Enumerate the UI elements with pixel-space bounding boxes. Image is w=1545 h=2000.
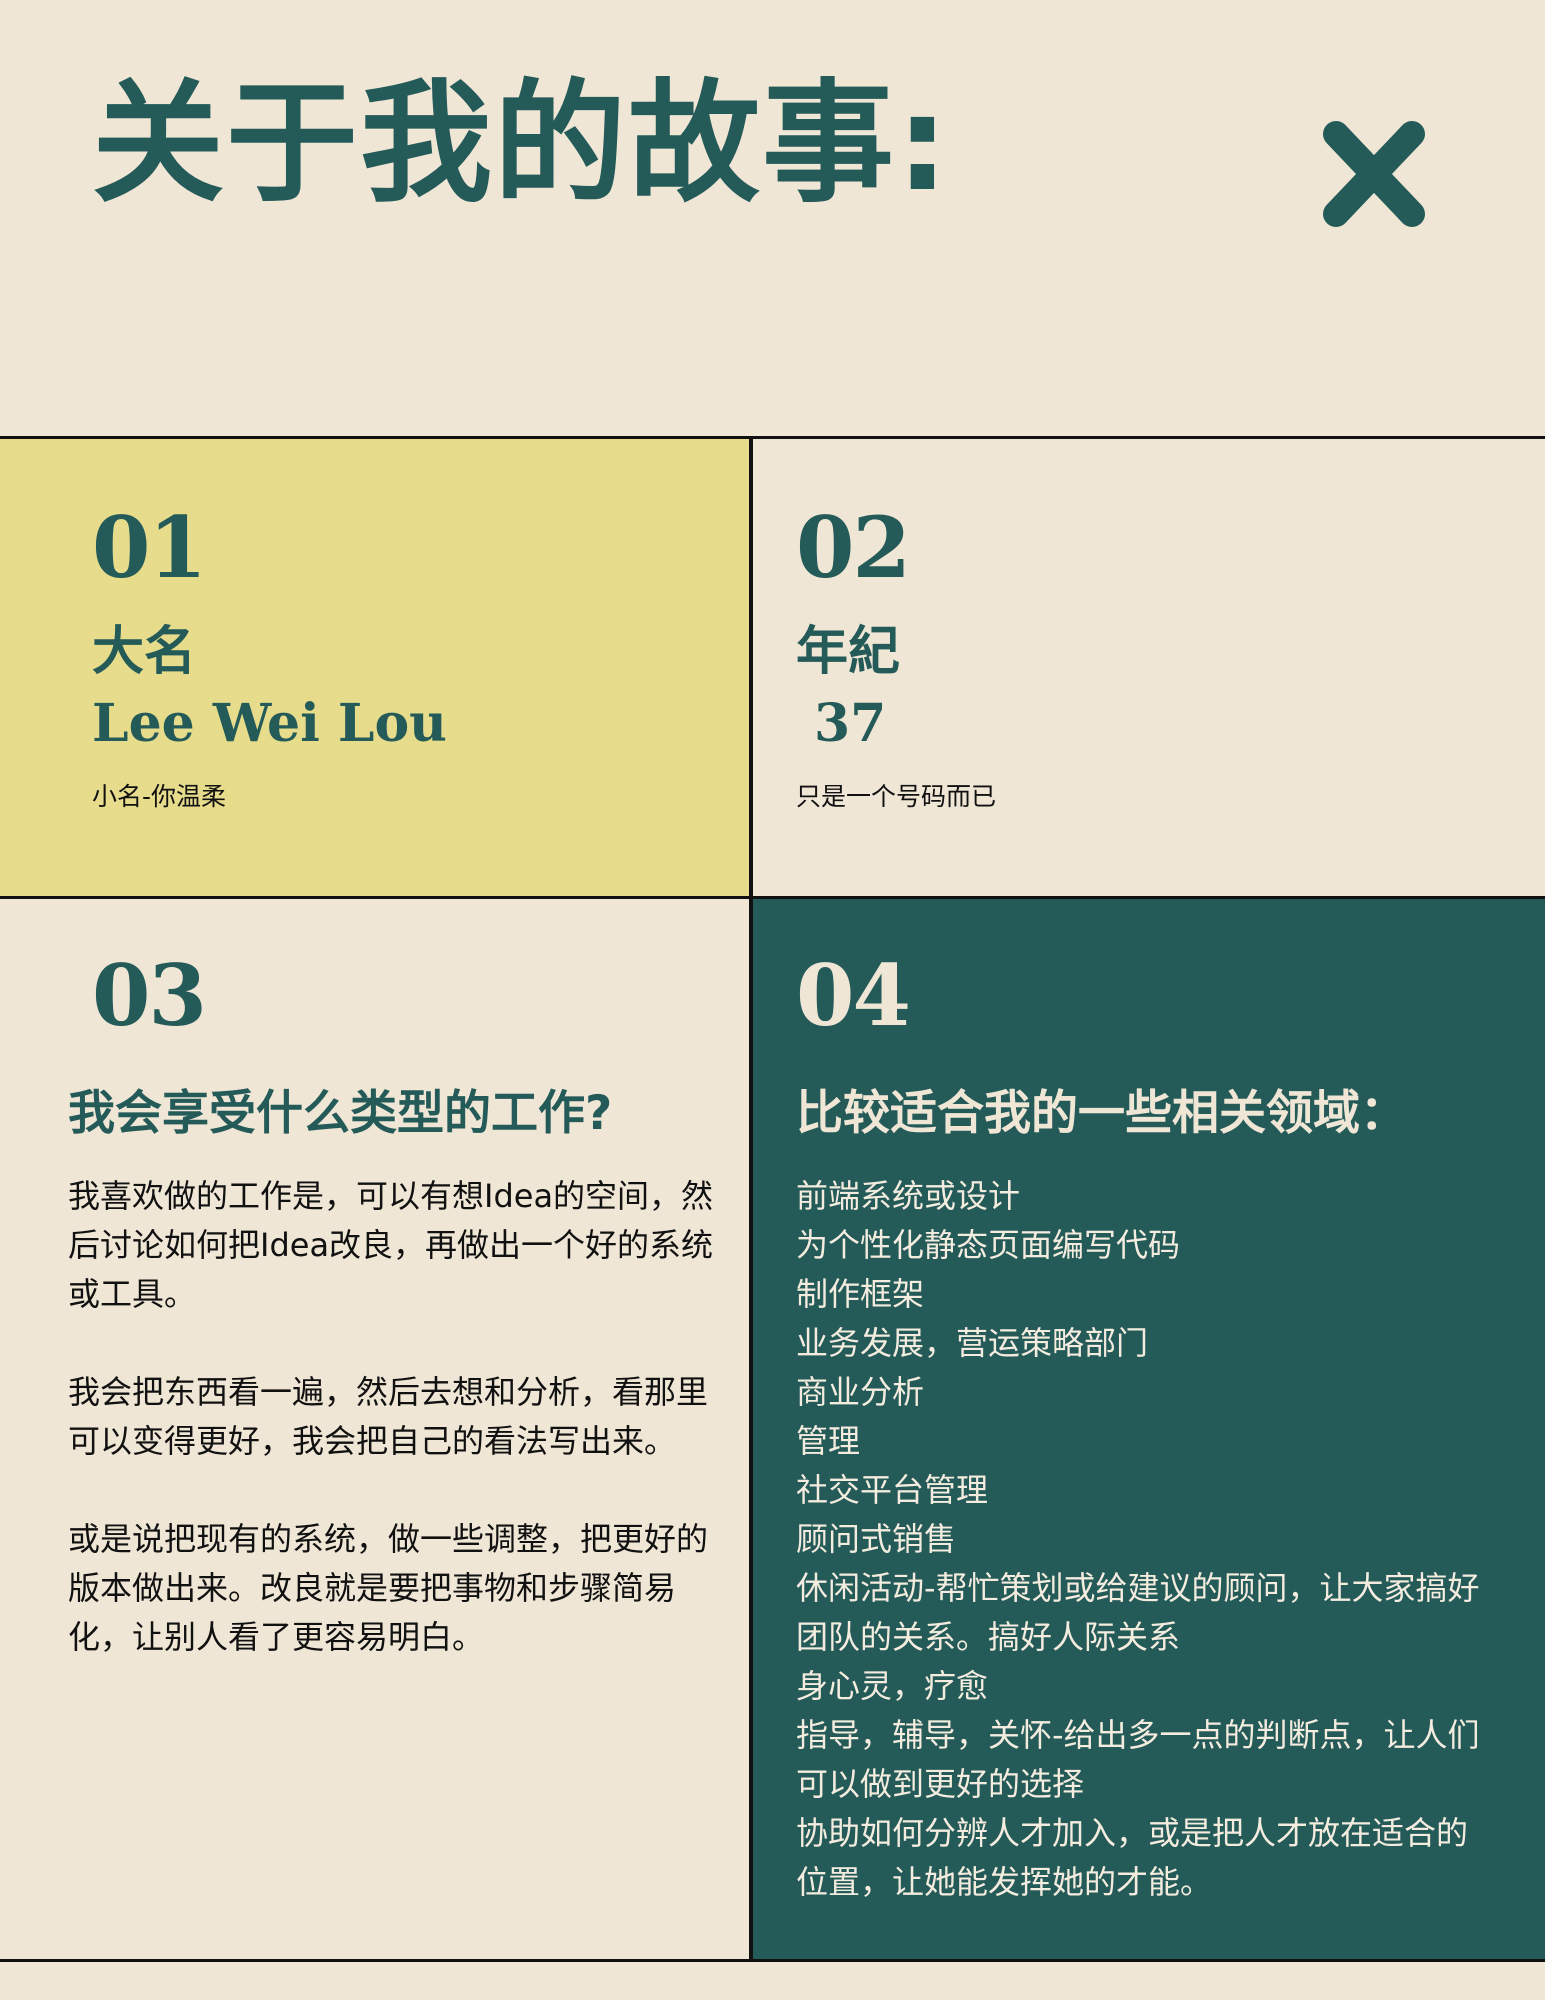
- card-number-04: 04: [796, 946, 911, 1045]
- close-icon[interactable]: [1318, 118, 1430, 230]
- work-paragraph: 我会把东西看一遍，然后去想和分析，看那里可以变得更好，我会把自己的看法写出来。: [68, 1373, 709, 1460]
- list-item: 指导，辅导，关怀-给出多一点的判断点，让人们可以做到更好的选择: [796, 1716, 1480, 1803]
- grid-divider-bottom: [0, 1959, 1545, 1962]
- age-card: 02 年紀 37 只是一个号码而已: [752, 436, 1545, 898]
- work-description: 我喜欢做的工作是，可以有想Idea的空间，然后讨论如何把Idea改良，再做出一个…: [68, 1172, 714, 1711]
- age-value: 37: [814, 693, 887, 754]
- list-item: 协助如何分辨人才加入，或是把人才放在适合的位置，让她能发挥她的才能。: [796, 1814, 1469, 1901]
- name-card: 01 大名 Lee Wei Lou 小名-你温柔: [0, 436, 752, 898]
- work-paragraph: 或是说把现有的系统，做一些调整，把更好的版本做出来。改良就是要把事物和步骤简易化…: [68, 1520, 709, 1656]
- name-value: Lee Wei Lou: [92, 693, 447, 754]
- list-item: 业务发展，营运策略部门: [796, 1324, 1149, 1362]
- age-label: 年紀: [796, 622, 901, 682]
- related-fields-card: 04 比较适合我的一些相关领域： 前端系统或设计 为个性化静态页面编写代码 制作…: [752, 898, 1545, 1962]
- grid-divider-middle: [0, 896, 1545, 899]
- list-item: 社交平台管理: [796, 1471, 989, 1509]
- grid-divider-top: [0, 436, 1545, 439]
- work-heading: 我会享受什么类型的工作?: [68, 1086, 613, 1141]
- info-grid: 01 大名 Lee Wei Lou 小名-你温柔 02 年紀 37 只是一个号码…: [0, 436, 1545, 1962]
- work-paragraph: 我喜欢做的工作是，可以有想Idea的空间，然后讨论如何把Idea改良，再做出一个…: [68, 1177, 714, 1313]
- list-item: 为个性化静态页面编写代码: [796, 1226, 1181, 1264]
- work-preference-card: 03 我会享受什么类型的工作? 我喜欢做的工作是，可以有想Idea的空间，然后讨…: [0, 898, 752, 1962]
- list-item: 制作框架: [796, 1275, 925, 1313]
- list-item: 身心灵，疗愈: [796, 1667, 989, 1705]
- fields-heading: 比较适合我的一些相关领域：: [796, 1086, 1407, 1141]
- age-note: 只是一个号码而已: [796, 782, 997, 811]
- list-item: 管理: [796, 1422, 861, 1460]
- fields-list: 前端系统或设计 为个性化静态页面编写代码 制作框架 业务发展，营运策略部门 商业…: [796, 1172, 1486, 1907]
- card-number-02: 02: [796, 498, 911, 597]
- name-label: 大名: [92, 622, 197, 682]
- grid-divider-vertical: [749, 436, 753, 1962]
- list-item: 前端系统或设计: [796, 1177, 1021, 1215]
- nickname-note: 小名-你温柔: [92, 782, 227, 811]
- page-title: 关于我的故事:: [92, 67, 951, 221]
- card-number-01: 01: [92, 498, 207, 597]
- list-item: 顾问式销售: [796, 1520, 957, 1558]
- card-number-03: 03: [92, 946, 207, 1045]
- list-item: 休闲活动-帮忙策划或给建议的顾问，让大家搞好团队的关系。搞好人际关系: [796, 1569, 1480, 1656]
- list-item: 商业分析: [796, 1373, 925, 1411]
